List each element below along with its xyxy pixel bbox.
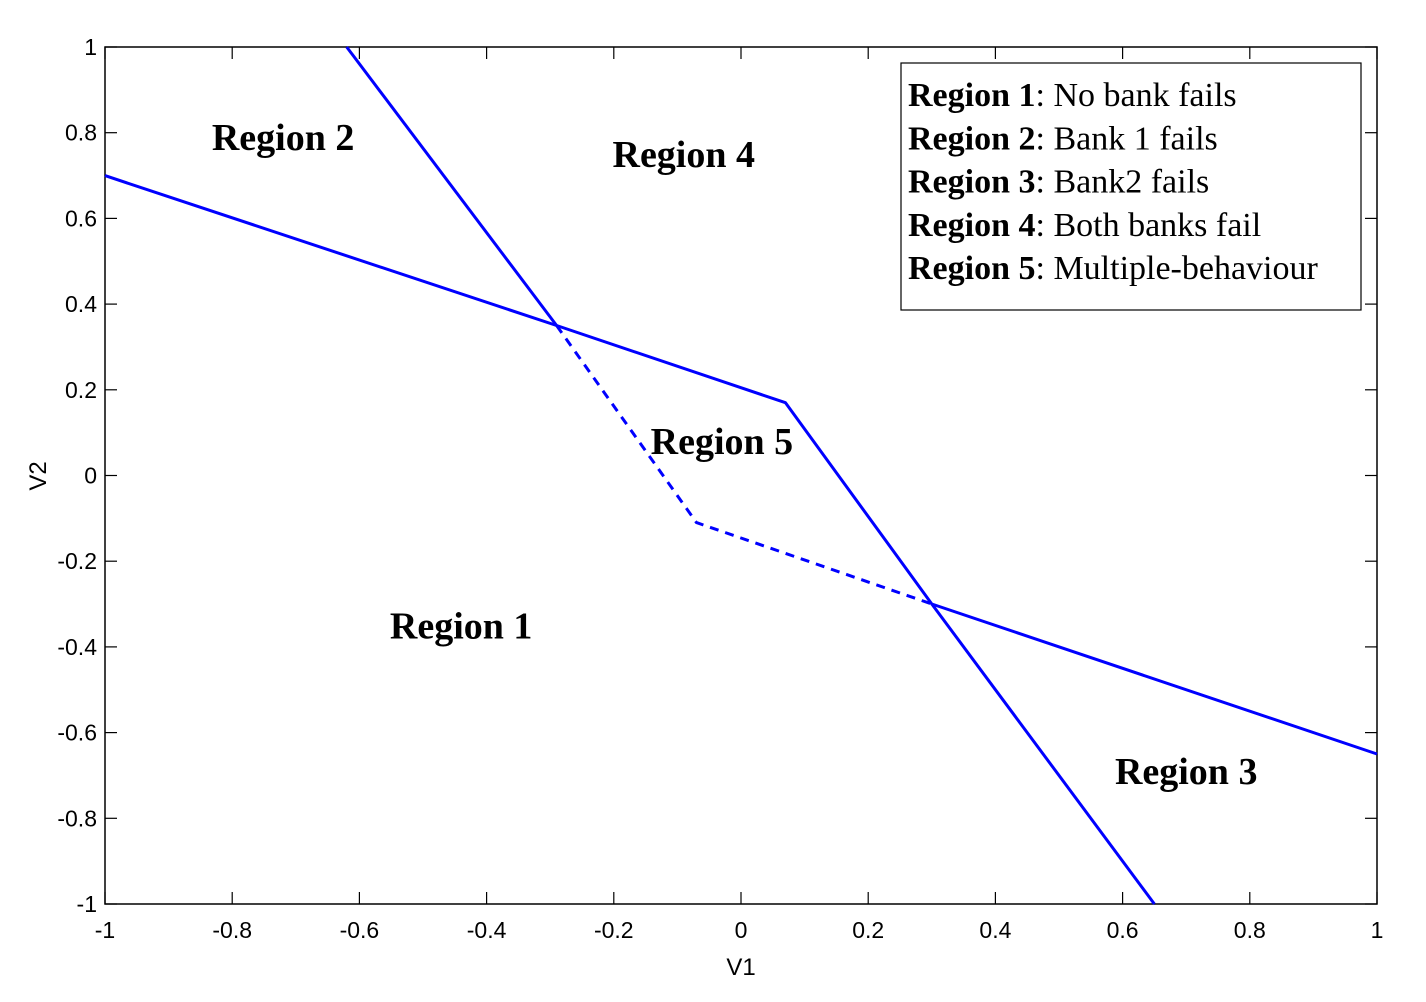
y-axis-title: V2 bbox=[25, 461, 52, 490]
region-label: Region 1 bbox=[390, 605, 533, 647]
y-tick-label: 0.6 bbox=[65, 205, 97, 231]
y-tick-label: -0.8 bbox=[57, 805, 97, 831]
series bbox=[104, 46, 1378, 905]
legend-entry: Region 1: No bank fails bbox=[908, 77, 1237, 114]
legend-entry-description: : Both banks fail bbox=[1036, 207, 1262, 244]
series-line bbox=[345, 46, 558, 327]
x-tick-label: 0.2 bbox=[852, 917, 884, 943]
region-label: Region 4 bbox=[613, 134, 756, 176]
y-tick-label: 0.8 bbox=[65, 120, 97, 146]
region-label: Region 2 bbox=[212, 117, 355, 159]
x-tick-label: -1 bbox=[95, 917, 115, 943]
legend-entry: Region 5: Multiple-behaviour bbox=[908, 250, 1319, 287]
legend-entry-description: : Multiple-behaviour bbox=[1036, 250, 1319, 287]
y-tick-label: -0.4 bbox=[57, 634, 97, 660]
series-line bbox=[104, 174, 1378, 756]
x-tick-label: -0.8 bbox=[212, 917, 252, 943]
legend-entry: Region 2: Bank 1 fails bbox=[908, 120, 1218, 157]
region-label: Region 5 bbox=[651, 421, 794, 463]
x-tick-label: -0.6 bbox=[340, 917, 380, 943]
y-tick-label: -1 bbox=[77, 891, 97, 917]
annotations: Region 1 Region 2 Region 3 Region 4 Region 5 bbox=[212, 117, 1258, 793]
y-tick-label: 0 bbox=[84, 463, 97, 489]
x-tick-label: -0.2 bbox=[594, 917, 634, 943]
y-tick-label: -0.6 bbox=[57, 720, 97, 746]
region-label: Region 3 bbox=[1115, 751, 1258, 793]
x-tick-label: -0.4 bbox=[467, 917, 507, 943]
legend-entry-region: Region 1 bbox=[908, 77, 1036, 114]
series-line bbox=[930, 603, 1156, 905]
y-tick-label: 1 bbox=[84, 34, 97, 60]
x-tick-label: 0 bbox=[735, 917, 748, 943]
legend-entry-region: Region 2 bbox=[908, 120, 1036, 157]
legend-entry-description: : Bank2 fails bbox=[1036, 164, 1210, 201]
y-tick-label: -0.2 bbox=[57, 548, 97, 574]
legend-entry: Region 4: Both banks fail bbox=[908, 207, 1261, 244]
x-tick-label: 1 bbox=[1371, 917, 1384, 943]
ticks: -1 -0.8 -0.6 -0.4 -0.2 0 0.2 0.4 0.6 0.8 1 -1 -0.8 -0… bbox=[57, 34, 1383, 943]
legend-entry-region: Region 5 bbox=[908, 250, 1036, 287]
legend-box bbox=[900, 62, 1362, 311]
x-tick-label: 0.6 bbox=[1107, 917, 1139, 943]
legend-entry-region: Region 4 bbox=[908, 207, 1036, 244]
legend-entry: Region 3: Bank2 fails bbox=[908, 164, 1209, 201]
legend-entry-region: Region 3 bbox=[908, 164, 1036, 201]
x-axis-title: V1 bbox=[726, 954, 755, 981]
series-line-dashed bbox=[555, 324, 933, 606]
y-tick-label: 0.4 bbox=[65, 291, 97, 317]
x-tick-label: 0.8 bbox=[1234, 917, 1266, 943]
y-tick-label: 0.2 bbox=[65, 377, 97, 403]
x-tick-label: 0.4 bbox=[979, 917, 1011, 943]
legend-entry-description: : Bank 1 fails bbox=[1036, 120, 1218, 157]
legend-entry-description: : No bank fails bbox=[1036, 77, 1237, 114]
